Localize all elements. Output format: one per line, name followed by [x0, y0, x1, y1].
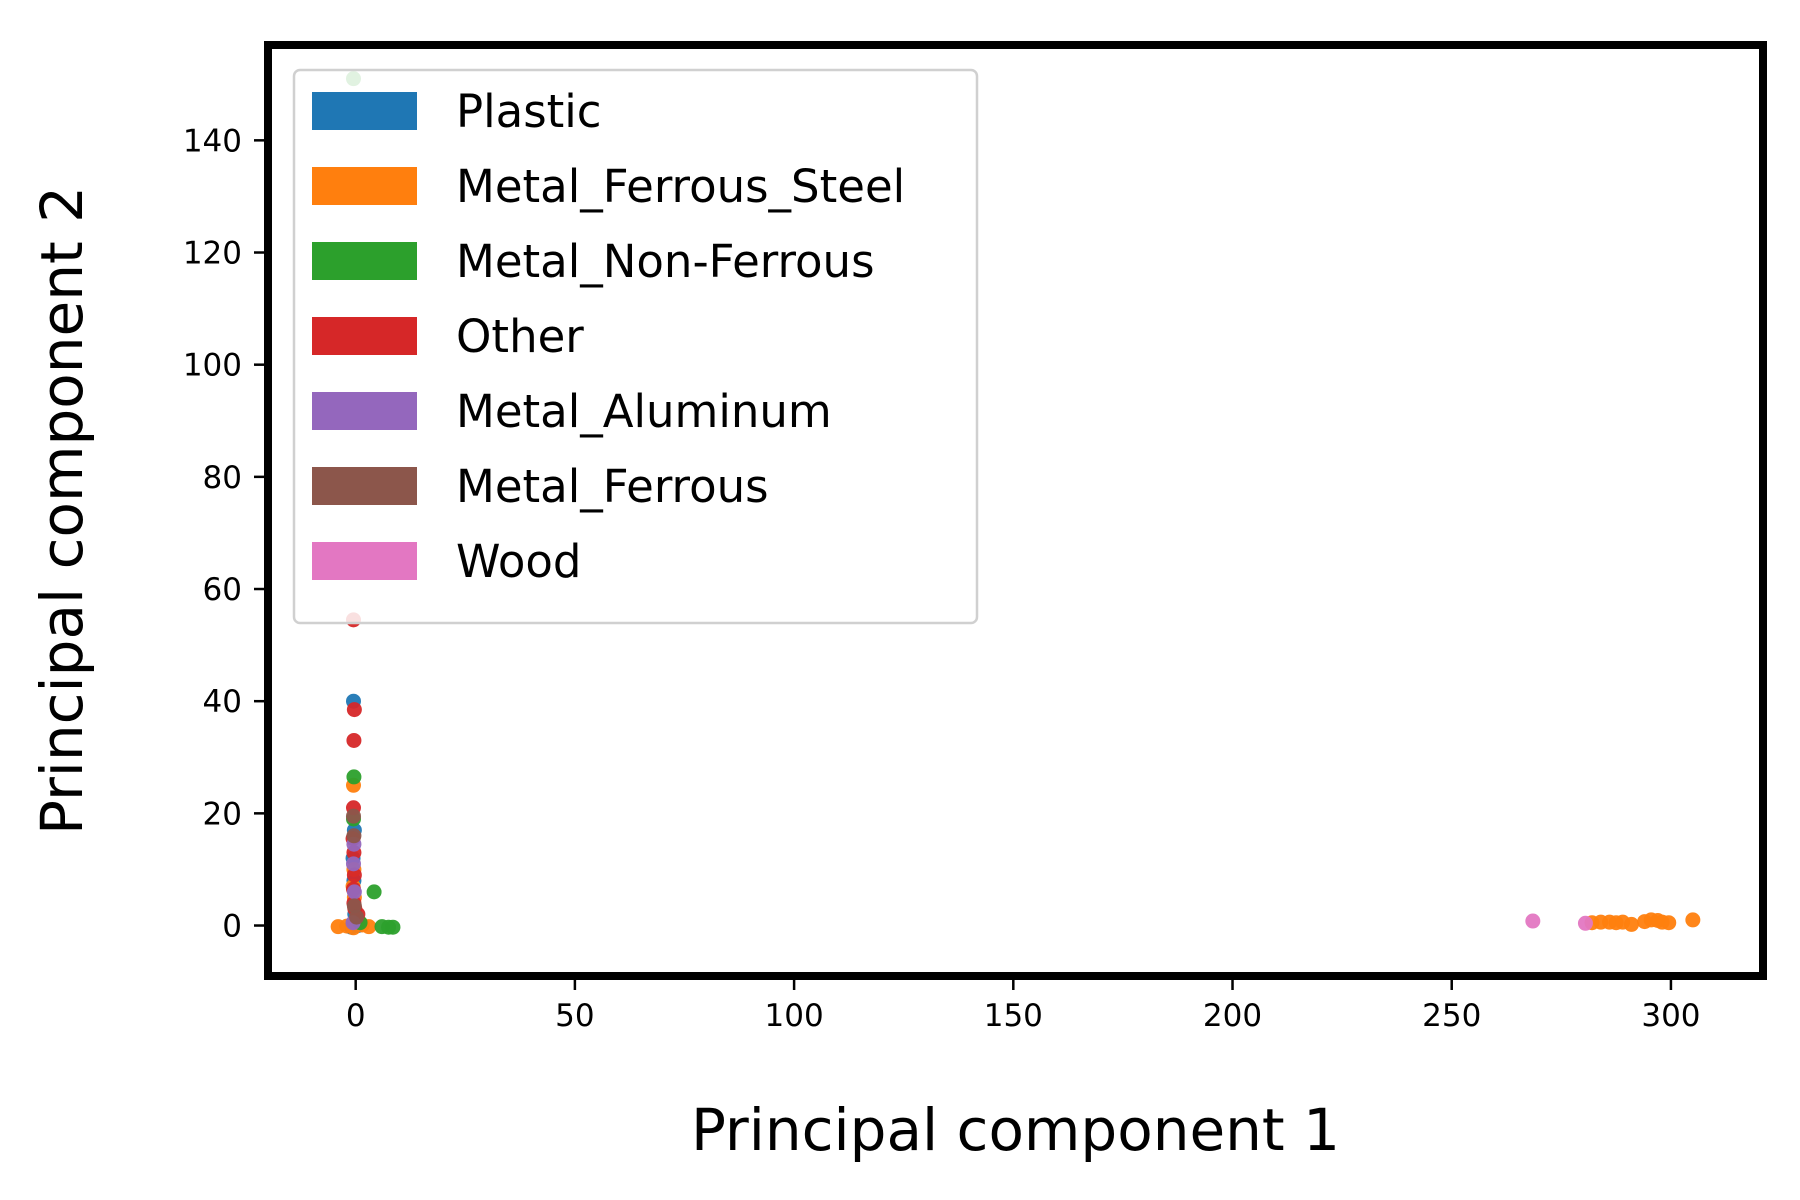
- series-metal-ferrous-steel: [330, 777, 1701, 936]
- legend-swatch: [312, 92, 417, 130]
- legend-swatch: [312, 317, 417, 355]
- legend-box: [292, 68, 979, 625]
- legend: Plastic Metal_Ferrous_Steel Metal_Non-Ferr…: [292, 68, 979, 625]
- legend-swatch: [312, 467, 417, 505]
- legend-swatch: [312, 242, 417, 280]
- y-tick-label: 120: [183, 236, 242, 272]
- data-point: [346, 884, 362, 900]
- legend-label: Metal_Ferrous: [456, 460, 769, 513]
- x-tick-label: 100: [765, 998, 824, 1034]
- data-point: [345, 856, 361, 872]
- data-point: [345, 808, 361, 824]
- x-tick-label: 300: [1641, 998, 1700, 1034]
- data-point: [1685, 912, 1701, 928]
- data-point: [1525, 913, 1541, 929]
- data-point: [346, 702, 362, 718]
- legend-swatch: [312, 167, 417, 205]
- series-metal-ferrous: [345, 808, 365, 925]
- y-axis-title: Principal component 2: [28, 186, 96, 835]
- data-point: [1577, 915, 1593, 931]
- data-point: [346, 769, 362, 785]
- series-wood: [1525, 913, 1593, 931]
- data-point: [346, 867, 362, 883]
- x-axis-title: Principal component 1: [691, 1096, 1340, 1164]
- y-tick-label: 20: [203, 796, 242, 832]
- x-tick-label: 50: [555, 998, 594, 1034]
- legend-label: Plastic: [456, 85, 602, 138]
- x-tick-label: 250: [1422, 998, 1481, 1034]
- legend-label: Wood: [456, 535, 582, 588]
- data-point: [346, 898, 362, 914]
- y-axis-ticks: 0 20 40 60 80 100 120 140: [183, 123, 264, 945]
- plot-points: [330, 71, 1701, 936]
- plot-frame: [264, 41, 1767, 980]
- y-tick-label: 80: [203, 460, 242, 496]
- x-tick-label: 150: [984, 998, 1043, 1034]
- data-point: [385, 919, 401, 935]
- data-point: [346, 828, 362, 844]
- y-tick-label: 140: [183, 123, 242, 159]
- legend-label: Metal_Aluminum: [456, 385, 832, 438]
- legend-label: Metal_Non-Ferrous: [456, 235, 875, 288]
- legend-swatch: [312, 392, 417, 430]
- data-point: [1661, 915, 1677, 931]
- data-point: [346, 732, 362, 748]
- y-tick-label: 100: [183, 348, 242, 384]
- legend-label: Metal_Ferrous_Steel: [456, 160, 905, 213]
- data-point: [366, 884, 382, 900]
- data-point: [349, 909, 365, 925]
- y-tick-label: 60: [203, 572, 242, 608]
- x-axis-ticks: 0 50 100 150 200 250 300: [346, 980, 1701, 1034]
- x-tick-label: 200: [1203, 998, 1262, 1034]
- legend-swatch: [312, 542, 417, 580]
- y-tick-label: 0: [222, 909, 242, 945]
- series-other: [345, 612, 366, 922]
- y-tick-label: 40: [203, 684, 242, 720]
- data-point: [1623, 916, 1639, 932]
- legend-label: Other: [456, 310, 584, 363]
- x-tick-label: 0: [346, 998, 366, 1034]
